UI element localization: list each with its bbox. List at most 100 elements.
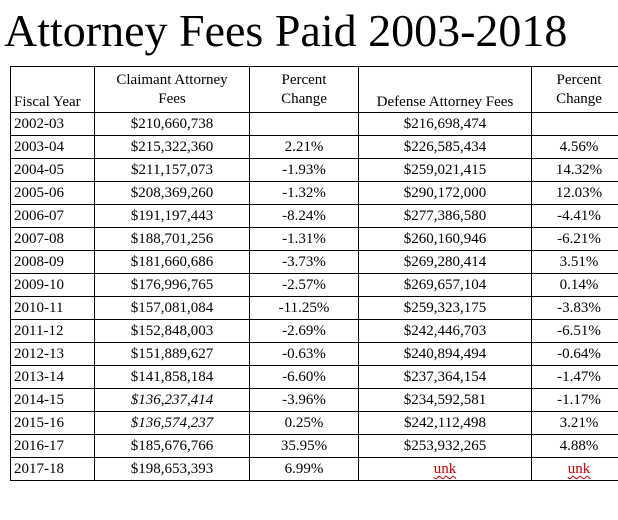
claimant-percent-change-cell-value: 0.25% [284,415,324,431]
fiscal-year-cell-value: 2005-06 [14,185,64,201]
fiscal-year-cell: 2017-18 [10,457,95,481]
fiscal-year-cell-value: 2015-16 [14,415,64,431]
fiscal-year-cell: 2013-14 [10,365,95,389]
table-row: 2012-13 $151,889,627 -0.63% $240,894,494 -0.… [10,342,618,366]
claimant-percent-change-cell-value: -3.96% [282,392,326,408]
claimant-fees-cell-value: $136,237,414 [130,392,214,408]
claimant-percent-change-cell-value: -6.60% [282,369,326,385]
claimant-fees-cell-value: $136,574,237 [130,415,214,431]
table-row: 2014-15 $136,237,414 -3.96% $234,592,581 -1.… [10,388,618,412]
defense-percent-change-cell: 14.32% [531,158,618,182]
defense-percent-change-cell: 12.03% [531,181,618,205]
claimant-percent-change-cell-value: -2.57% [282,277,326,293]
defense-percent-change-cell: 3.51% [531,250,618,274]
fiscal-year-cell-value: 2006-07 [14,208,64,224]
defense-fees-cell-value: $259,323,175 [403,300,487,316]
defense-fees-cell: $226,585,434 [358,135,532,159]
claimant-percent-change-cell: -1.32% [249,181,359,205]
claimant-percent-change-cell: -2.57% [249,273,359,297]
fiscal-year-cell-value: 2013-14 [14,369,64,385]
defense-fees-cell-value: $269,280,414 [403,254,487,270]
defense-percent-change-cell: 0.14% [531,273,618,297]
defense-percent-change-cell: -6.51% [531,319,618,343]
claimant-fees-cell: $176,996,765 [94,273,250,297]
claimant-percent-change-cell: -1.93% [249,158,359,182]
defense-fees-cell: $216,698,474 [358,112,532,136]
claimant-percent-change-cell-value: -2.69% [282,323,326,339]
table-row: 2016-17 $185,676,766 35.95% $253,932,265 4.8… [10,434,618,458]
defense-fees-cell-value: $240,894,494 [403,346,487,362]
defense-fees-cell: $260,160,946 [358,227,532,251]
fiscal-year-cell: 2008-09 [10,250,95,274]
defense-percent-change-cell-value: -0.64% [557,346,601,362]
claimant-fees-cell-value: $151,889,627 [130,346,214,362]
header-defense-fees-label: Defense Attorney Fees [376,94,514,110]
claimant-percent-change-cell: 2.21% [249,135,359,159]
claimant-percent-change-cell: -1.31% [249,227,359,251]
claimant-percent-change-cell-value: -1.31% [282,231,326,247]
defense-percent-change-cell-value: -1.47% [557,369,601,385]
defense-percent-change-cell-value: 3.51% [559,254,599,270]
claimant-percent-change-cell: 35.95% [249,434,359,458]
table-row: 2015-16 $136,574,237 0.25% $242,112,498 3.21… [10,411,618,435]
claimant-fees-cell: $152,848,003 [94,319,250,343]
defense-percent-change-cell-value: 4.56% [559,139,599,155]
header-claimant-pct-line1: Percent [281,71,327,88]
fiscal-year-cell-value: 2007-08 [14,231,64,247]
defense-percent-change-cell-value: -4.41% [557,208,601,224]
defense-fees-cell: $290,172,000 [358,181,532,205]
fiscal-year-cell-value: 2004-05 [14,162,64,178]
header-defense-pct-line2: Change [556,90,602,107]
fiscal-year-cell-value: 2010-11 [14,300,64,316]
claimant-fees-cell: $185,676,766 [94,434,250,458]
defense-percent-change-cell: 4.88% [531,434,618,458]
defense-percent-change-cell-value: -6.51% [557,323,601,339]
claimant-fees-cell-value: $191,197,443 [130,208,214,224]
header-claimant-fees-line2: Fees [158,90,186,107]
claimant-fees-cell: $211,157,073 [94,158,250,182]
claimant-fees-cell-value: $141,858,184 [130,369,214,385]
fiscal-year-cell-value: 2009-10 [14,277,64,293]
defense-fees-cell-value: $242,112,498 [404,415,486,431]
table-row: 2010-11 $157,081,084 -11.25% $259,323,175 -3… [10,296,618,320]
defense-percent-change-cell-value: -1.17% [557,392,601,408]
fiscal-year-cell-value: 2017-18 [14,461,64,477]
table-row: 2008-09 $181,660,686 -3.73% $269,280,414 3.5… [10,250,618,274]
defense-fees-cell: $277,386,580 [358,204,532,228]
table-row: 2011-12 $152,848,003 -2.69% $242,446,703 -6.… [10,319,618,343]
defense-percent-change-cell: -6.21% [531,227,618,251]
claimant-fees-cell: $208,369,260 [94,181,250,205]
header-defense-pct-line1: Percent [556,71,602,88]
claimant-percent-change-cell-value: -1.32% [282,185,326,201]
defense-percent-change-cell: unk [531,457,618,481]
table-row: 2004-05 $211,157,073 -1.93% $259,021,415 14.… [10,158,618,182]
defense-fees-cell: $269,657,104 [358,273,532,297]
claimant-fees-cell-value: $181,660,686 [130,254,214,270]
defense-percent-change-cell: -4.41% [531,204,618,228]
claimant-fees-cell-value: $215,322,360 [130,139,214,155]
claimant-fees-cell: $151,889,627 [94,342,250,366]
defense-fees-cell: $240,894,494 [358,342,532,366]
fiscal-year-cell-value: 2003-04 [14,139,64,155]
defense-percent-change-cell: -1.47% [531,365,618,389]
defense-percent-change-cell: -0.64% [531,342,618,366]
claimant-percent-change-cell: 0.25% [249,411,359,435]
fiscal-year-cell-value: 2016-17 [14,438,64,454]
claimant-percent-change-cell-value: 6.99% [284,461,324,477]
defense-fees-cell: $242,446,703 [358,319,532,343]
header-claimant-fees: Claimant Attorney Fees [94,66,250,113]
claimant-fees-cell-value: $185,676,766 [130,438,214,454]
fiscal-year-cell-value: 2012-13 [14,346,64,362]
defense-fees-cell-value: $234,592,581 [403,392,487,408]
claimant-fees-cell-value: $176,996,765 [130,277,214,293]
claimant-fees-cell: $181,660,686 [94,250,250,274]
fiscal-year-cell: 2003-04 [10,135,95,159]
claimant-fees-cell-value: $152,848,003 [130,323,214,339]
table-row: 2002-03 $210,660,738 $216,698,474 [10,112,618,136]
fiscal-year-cell: 2005-06 [10,181,95,205]
fiscal-year-cell-value: 2002-03 [14,116,64,132]
claimant-percent-change-cell: -2.69% [249,319,359,343]
defense-fees-cell-value: unk [433,461,457,477]
defense-percent-change-cell-value: 4.88% [559,438,599,454]
defense-fees-cell: $242,112,498 [358,411,532,435]
